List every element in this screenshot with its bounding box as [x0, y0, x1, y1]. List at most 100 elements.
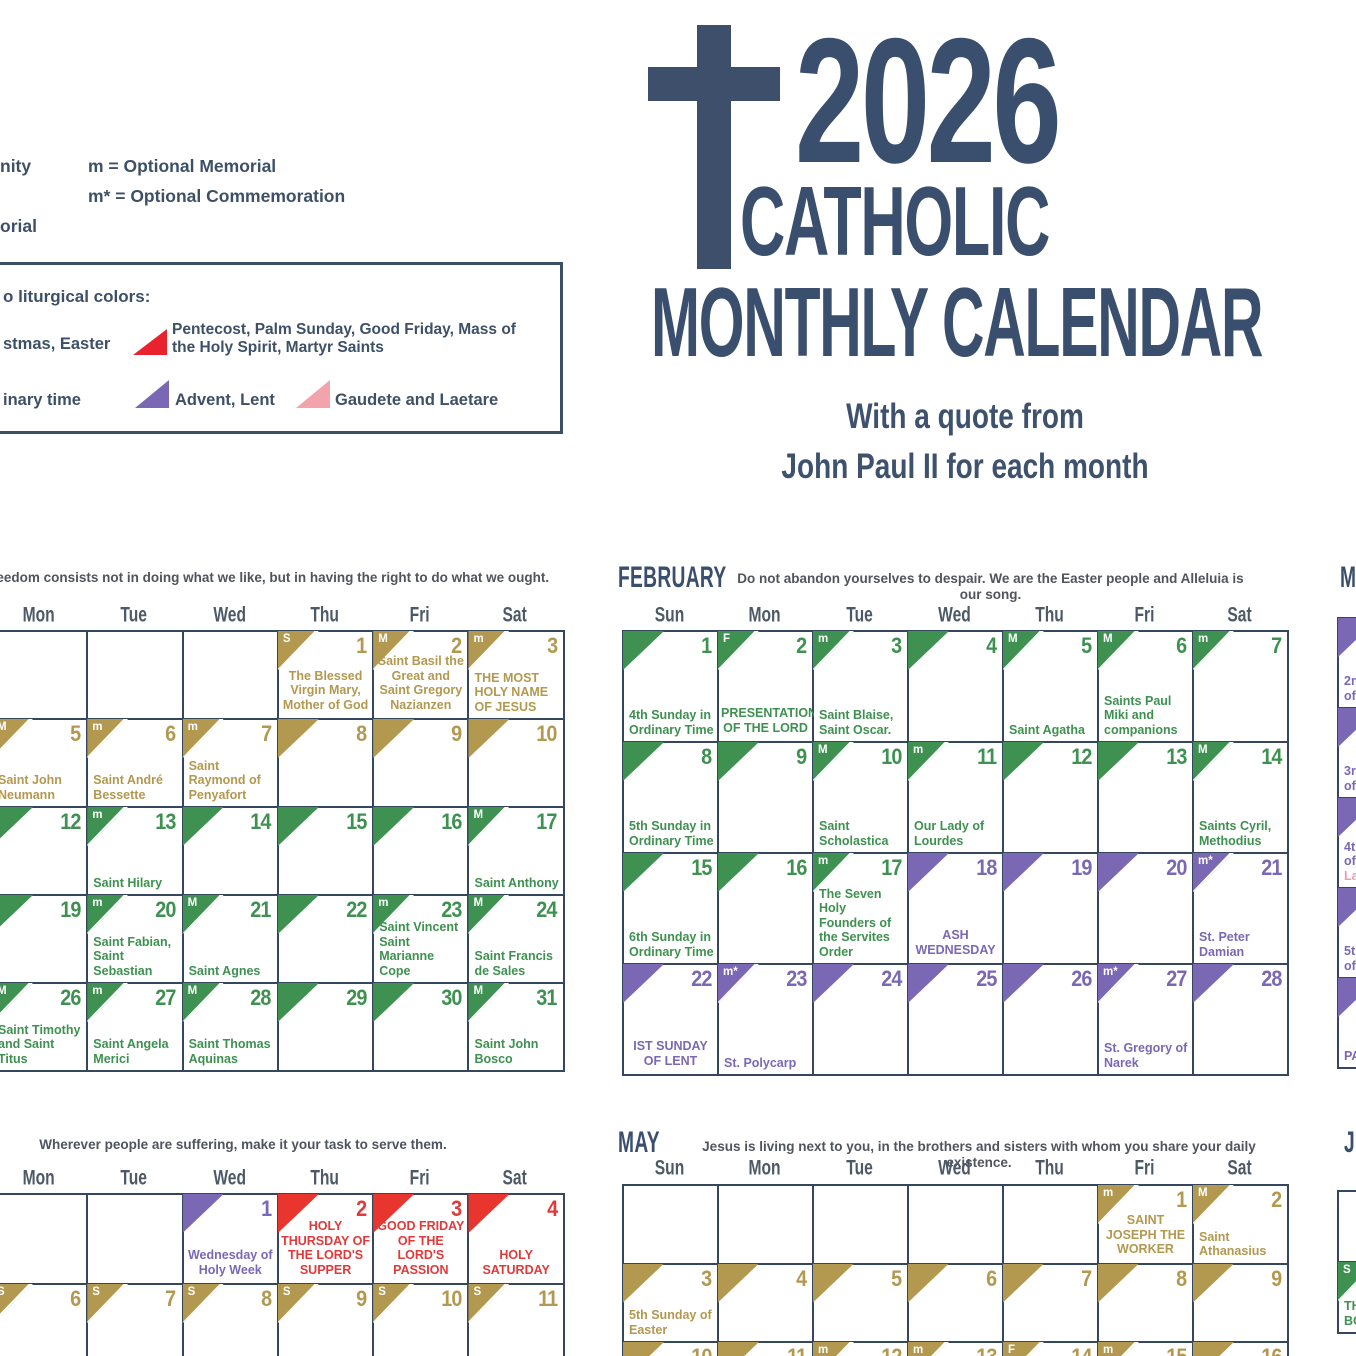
day-number: 11 — [976, 744, 997, 769]
weekday-header: Sun — [654, 603, 685, 627]
gold-liturgical-triangle-icon — [813, 1263, 854, 1303]
day-number: 12 — [60, 809, 81, 834]
day-number: 15 — [345, 809, 367, 834]
month-label-march: M — [1340, 561, 1356, 594]
green-liturgical-triangle-icon — [623, 742, 664, 781]
calendar-cell: M 21 Saint Agnes — [182, 895, 279, 984]
green-liturgical-triangle-icon — [1098, 742, 1139, 781]
gold-liturgical-triangle-icon — [373, 719, 415, 758]
calendar-cell: 24 — [813, 964, 909, 1076]
calendar-cell: m 12 — [813, 1342, 909, 1356]
triangle-rank-letter: F — [1008, 1344, 1016, 1356]
calendar-cell: M 2 Saint Athanasius — [1193, 1185, 1289, 1265]
triangle-rank-letter: M — [1198, 744, 1208, 756]
day-number: 7 — [165, 1286, 176, 1311]
calendar-cell: m 7 Saint Raymond of Penyafort — [182, 719, 279, 808]
feast-text: PRESENTATION OF THE LORD — [721, 706, 818, 735]
calendar-cell: m 27 Saint Angela Merici — [87, 983, 184, 1072]
feast-text: St. Gregory of Narek — [1104, 1041, 1188, 1070]
calendar-cell: M 5 Saint John Neumann — [0, 719, 89, 808]
calendar-cell: 15 6th Sunday in Ordinary Time — [623, 853, 719, 965]
weekday-header: Thu — [1035, 1156, 1064, 1180]
calendar-cell: 4 — [908, 631, 1004, 743]
calendar-cell: 12 — [0, 807, 89, 896]
feast-text: ASH WEDNESDAY — [915, 928, 996, 957]
month-quote-may: Jesus is living next to you, in the brot… — [702, 1139, 1256, 1171]
calendar-cell — [814, 1186, 909, 1265]
triangle-rank-letter: S — [282, 1286, 291, 1298]
green-liturgical-triangle-icon — [623, 853, 664, 892]
day-number: 1 — [700, 633, 712, 658]
triangle-rank-letter: m — [378, 897, 389, 909]
day-number: 5 — [70, 721, 81, 746]
calendar-cell: 15 — [277, 807, 375, 896]
day-number: 4 — [795, 1265, 807, 1291]
calendar-cell: M 26 Saint Timothy and Saint Titus — [0, 983, 89, 1072]
day-number: 4 — [985, 633, 997, 658]
calendar-cell: 10 — [623, 1342, 719, 1356]
calendar-cell — [88, 632, 184, 720]
weekday-header: Tue — [846, 603, 873, 627]
triangle-rank-letter: m* — [723, 966, 738, 978]
day-number: 11 — [537, 1286, 558, 1311]
day-number: 26 — [1070, 966, 1092, 991]
purple-liturgical-triangle-icon — [623, 964, 664, 1003]
green-liturgical-triangle-icon — [277, 983, 319, 1022]
weekday-header: Wed — [938, 603, 971, 627]
day-number: 30 — [441, 985, 462, 1010]
month-grid-february: 1 4th Sunday in Ordinary Time F 2 PRESENTATI… — [622, 630, 1289, 1076]
gold-liturgical-triangle-icon — [1003, 1263, 1044, 1303]
day-number: 20 — [1165, 855, 1187, 880]
feast-text: 4t of La — [1344, 840, 1356, 884]
day-number: 16 — [441, 809, 462, 834]
weekday-header: Sat — [1227, 1156, 1252, 1180]
subtitle-line2: John Paul II for each month — [781, 446, 1149, 486]
feast-text-line: of — [1344, 778, 1356, 793]
feast-text: THBO — [1344, 1299, 1356, 1328]
triangle-rank-letter: S — [187, 1286, 196, 1298]
calendar-cell: m 13 Saint Hilary — [87, 807, 184, 896]
month-grid-march: 2n of 3r of 4t of La 5t of PA — [1337, 617, 1356, 1069]
feast-text: Saint Timothy and Saint Titus — [0, 1022, 81, 1066]
calendar-cell: m 11 Our Lady of Lourdes — [908, 742, 1004, 854]
gold-liturgical-triangle-icon — [908, 1263, 949, 1303]
triangle-rank-letter: m — [473, 633, 484, 645]
day-number: 21 — [1260, 855, 1282, 880]
weekday-header: Tue — [846, 1156, 873, 1180]
day-number: 14 — [250, 809, 272, 834]
calendar-cell: 4t of La — [1338, 798, 1356, 889]
calendar-cell: 9 — [718, 742, 814, 854]
calendar-cell — [183, 632, 279, 720]
calendar-cell: 8 — [1098, 1263, 1194, 1343]
calendar-cell: M 31 Saint John Bosco — [468, 983, 565, 1072]
day-number: 13 — [1165, 744, 1187, 769]
legend-purple-label: Advent, Lent — [175, 391, 275, 409]
green-liturgical-triangle-icon — [182, 807, 224, 846]
feast-text: Saint Vincent Saint Marianne Cope — [379, 920, 459, 978]
gold-liturgical-triangle-icon — [718, 1342, 759, 1356]
day-number: 9 — [795, 744, 807, 769]
calendar-cell: S 10 — [373, 1284, 470, 1356]
green-liturgical-triangle-icon — [718, 853, 759, 892]
feast-text: 6th Sunday in Ordinary Time — [629, 930, 714, 959]
month-grid-may: m 1 SAINT JOSEPH THE WORKER M 2 Saint Athanas… — [622, 1184, 1289, 1356]
feast-text-line: 5t — [1344, 944, 1356, 958]
calendar-cell: M 6 Saints Paul Miki and companions — [1098, 631, 1194, 743]
day-number: 2 — [356, 1196, 367, 1221]
purple-liturgical-triangle-icon — [908, 964, 949, 1003]
feast-text-line: BO — [1344, 1313, 1356, 1328]
day-number: 10 — [441, 1286, 462, 1311]
calendar-cell: m* 23 St. Polycarp — [718, 964, 814, 1076]
calendar-cell: 18 ASH WEDNESDAY — [908, 853, 1004, 965]
weekday-header: Mon — [748, 603, 781, 627]
gold-liturgical-triangle-icon — [623, 1342, 664, 1356]
day-number: 3 — [451, 1196, 462, 1221]
day-number: 17 — [536, 809, 558, 834]
feast-text: St. Peter Damian — [1199, 930, 1250, 959]
day-number: 23 — [785, 966, 807, 991]
weekday-header: Sat — [502, 603, 528, 627]
calendar-cell: 5 — [813, 1263, 909, 1343]
purple-liturgical-triangle-icon — [182, 1194, 224, 1233]
